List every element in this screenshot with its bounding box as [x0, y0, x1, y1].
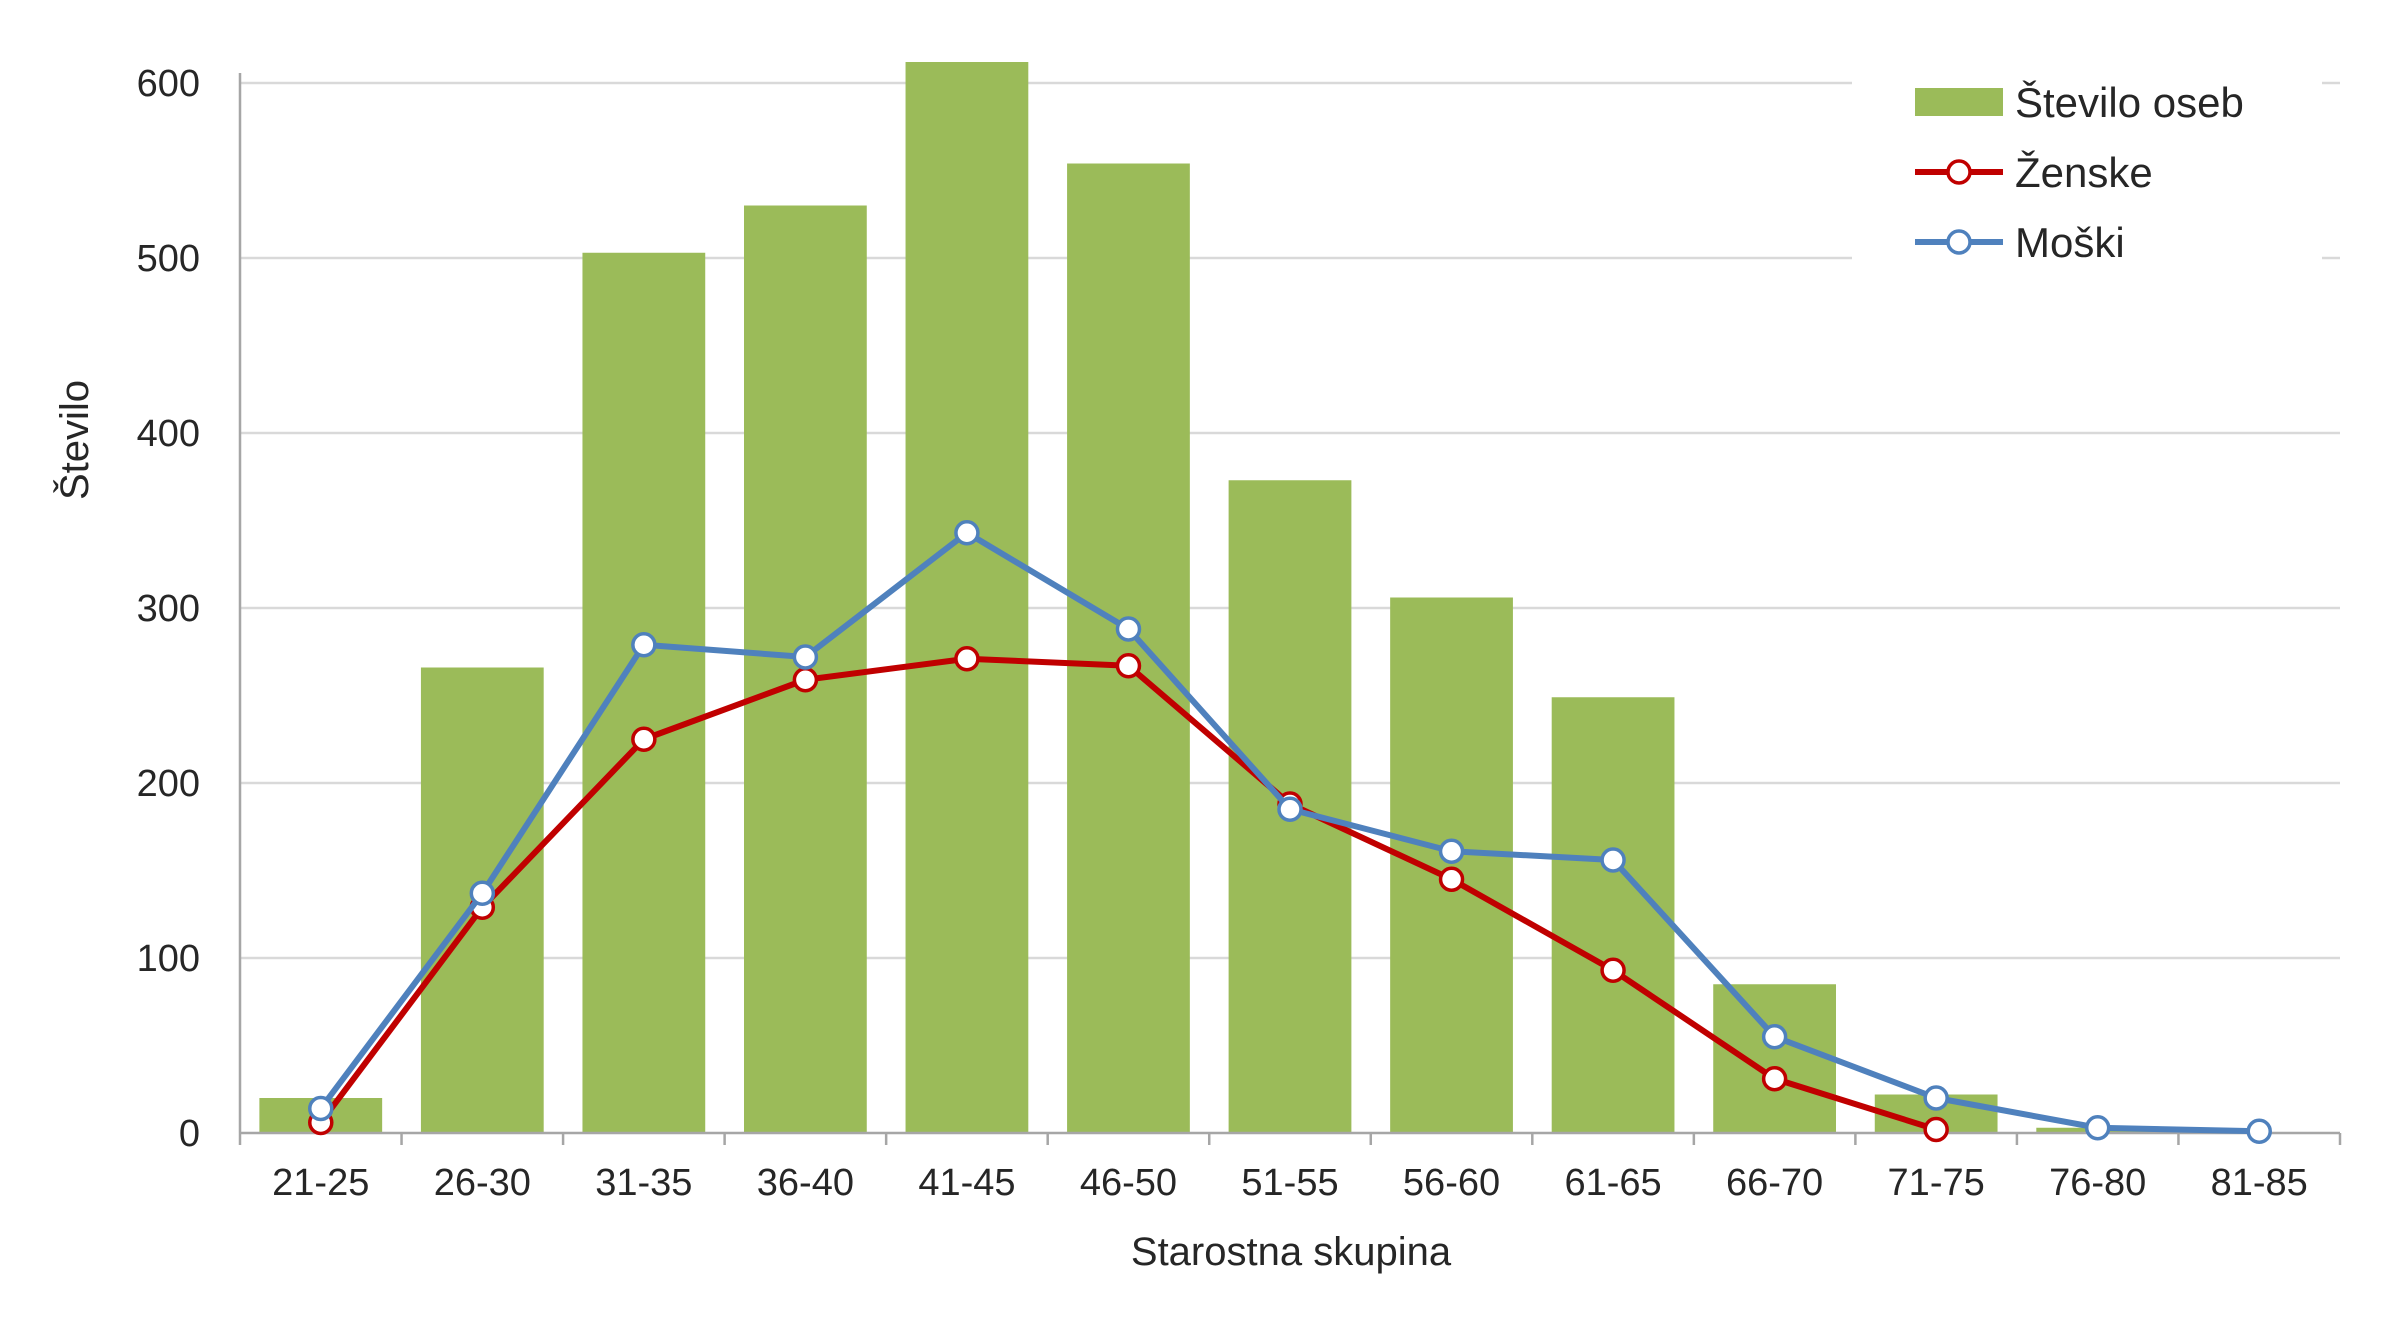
x-tick-label: 36-40 [757, 1162, 854, 1204]
data-point [1438, 866, 1465, 892]
x-tick-label: 26-30 [434, 1162, 531, 1204]
data-point [1438, 838, 1465, 864]
y-axis-title: Število [52, 380, 97, 500]
data-point [469, 880, 496, 906]
data-point [1600, 847, 1626, 873]
line-series [308, 520, 2272, 1144]
y-tick-label: 0 [179, 1113, 200, 1155]
data-point [1761, 1066, 1788, 1092]
data-point [1923, 1116, 1949, 1143]
data-point [631, 726, 657, 752]
x-tick-label: 76-80 [2049, 1162, 2146, 1204]
data-point [308, 1095, 334, 1122]
data-point [1761, 1024, 1788, 1050]
data-point [1923, 1085, 1949, 1111]
axes [238, 73, 2342, 1145]
bar-series [259, 62, 2160, 1133]
y-tick-label: 500 [137, 238, 200, 280]
x-tick-label: 56-60 [1403, 1162, 1500, 1204]
x-tick-label: 21-25 [272, 1162, 369, 1204]
y-tick-label: 600 [137, 63, 200, 105]
data-point [1115, 653, 1142, 679]
data-point [2084, 1115, 2111, 1141]
legend-label: Ženske [2015, 149, 2153, 196]
data-point [1115, 616, 1142, 642]
data-point [792, 667, 819, 693]
x-tick-label: 46-50 [1080, 1162, 1177, 1204]
legend-marker [1946, 229, 1972, 255]
data-point [631, 632, 657, 658]
bar [582, 252, 706, 1133]
x-tick-label: 71-75 [1888, 1162, 1985, 1204]
x-tick-label: 66-70 [1726, 1162, 1823, 1204]
data-point [792, 644, 819, 670]
data-point [2246, 1118, 2272, 1144]
legend-swatch [1915, 88, 2003, 116]
legend-label: Moški [2015, 219, 2125, 266]
x-axis-title: Starostna skupina [1131, 1230, 1452, 1274]
data-point [954, 646, 980, 672]
legend-marker [1946, 159, 1972, 185]
y-tick-label: 300 [137, 588, 200, 630]
x-tick-label: 61-65 [1564, 1162, 1661, 1204]
bar [1551, 697, 1675, 1133]
legend: Število oseb Ženske Moški [1852, 62, 2322, 292]
bar [1067, 163, 1190, 1133]
x-tick-label: 51-55 [1241, 1162, 1338, 1204]
bar [905, 62, 1029, 1133]
x-tick-label: 31-35 [595, 1162, 692, 1204]
bar [1713, 984, 1836, 1133]
y-tick-label: 100 [137, 938, 200, 980]
y-tick-label: 200 [137, 763, 200, 805]
data-point [1277, 796, 1303, 822]
bar [1390, 597, 1513, 1133]
data-point [1600, 957, 1626, 983]
data-point [954, 520, 980, 546]
y-tick-label: 400 [137, 413, 200, 455]
legend-label: Število oseb [2015, 79, 2244, 126]
x-tick-label: 81-85 [2211, 1162, 2308, 1204]
x-tick-label: 41-45 [918, 1162, 1015, 1204]
tick-labels: 0 100 200 300 400 500 600 21-25 26-30 31-35 36-40 4… [137, 63, 2308, 1204]
